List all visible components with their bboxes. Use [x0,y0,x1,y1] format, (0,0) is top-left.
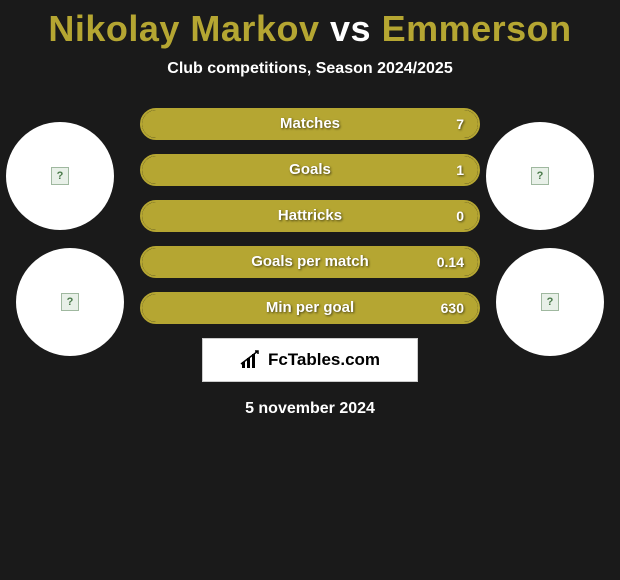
stats-container: Matches7Goals1Hattricks0Goals per match0… [140,108,480,324]
stat-value-right: 0.14 [437,248,464,276]
player1-club-avatar [16,248,124,356]
stat-row: Min per goal630 [140,292,480,324]
stat-label: Matches [142,110,478,138]
player2-club-avatar [496,248,604,356]
stat-row: Matches7 [140,108,480,140]
comparison-title: Nikolay Markov vs Emmerson [0,0,620,50]
stat-value-right: 630 [441,294,464,322]
player2-avatar [486,122,594,230]
vs-text: vs [330,8,371,49]
chart-icon [240,350,264,370]
stat-row: Hattricks0 [140,200,480,232]
image-placeholder-icon [541,293,559,311]
player1-name: Nikolay Markov [48,8,319,49]
image-placeholder-icon [61,293,79,311]
player2-name: Emmerson [382,8,572,49]
stat-row: Goals1 [140,154,480,186]
stat-label: Min per goal [142,294,478,322]
date-text: 5 november 2024 [0,400,620,418]
stat-value-right: 1 [456,156,464,184]
brand-text: FcTables.com [268,350,380,370]
stat-label: Hattricks [142,202,478,230]
brand-badge: FcTables.com [202,338,418,382]
image-placeholder-icon [51,167,69,185]
stat-value-right: 7 [456,110,464,138]
player1-avatar [6,122,114,230]
stat-row: Goals per match0.14 [140,246,480,278]
subtitle: Club competitions, Season 2024/2025 [0,60,620,78]
stat-label: Goals [142,156,478,184]
stat-label: Goals per match [142,248,478,276]
image-placeholder-icon [531,167,549,185]
stat-value-right: 0 [456,202,464,230]
